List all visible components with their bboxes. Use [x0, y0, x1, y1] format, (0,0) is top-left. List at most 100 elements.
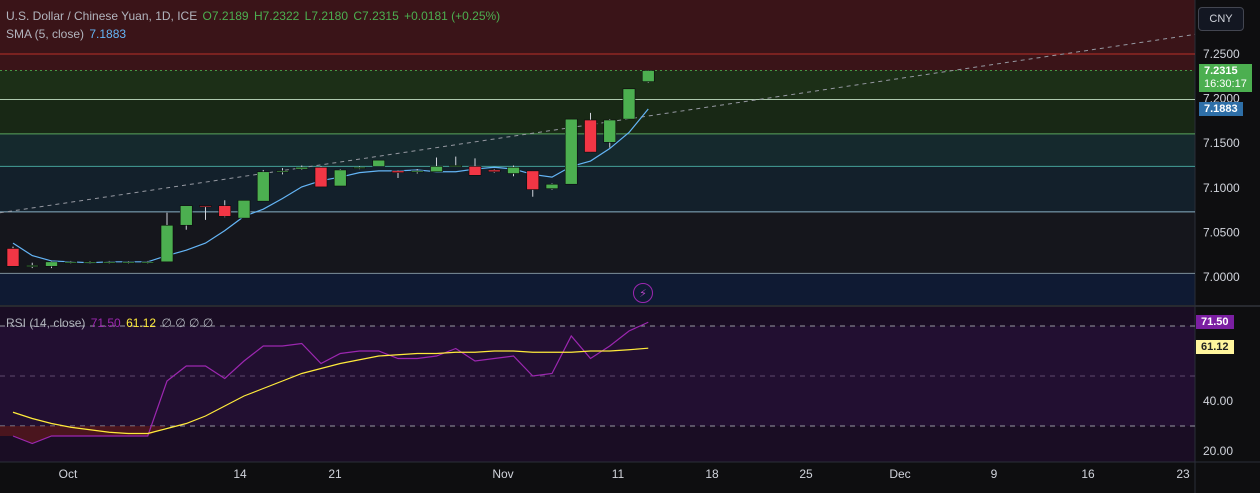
sma-price-tag: 7.1883: [1199, 102, 1243, 116]
symbol-title: U.S. Dollar / Chinese Yuan, 1D, ICE: [6, 9, 198, 23]
fib-zone: [0, 133, 1195, 167]
candle: [160, 212, 174, 263]
candle-body: [333, 169, 347, 187]
fib-zone: [0, 273, 1195, 305]
candle: [545, 183, 559, 190]
candle-body: [603, 119, 617, 143]
candle-body: [314, 166, 328, 188]
sma-value: 7.1883: [89, 27, 127, 41]
rsi-band-fill: [0, 326, 1195, 426]
candle-body: [391, 170, 405, 173]
candle: [391, 169, 405, 178]
candle: [622, 88, 636, 120]
change-value: +0.0181 (+0.25%): [404, 9, 501, 23]
candle: [256, 169, 270, 202]
fib-zone: [0, 54, 1195, 71]
rsi-ma-value-tag: 61.12: [1196, 340, 1234, 354]
low-value: L7.2180: [304, 9, 349, 23]
candle-body: [295, 166, 309, 170]
price-tick-label: 7.0500: [1203, 225, 1240, 239]
candle: [83, 260, 97, 264]
candle-body: [622, 88, 636, 120]
candle-body: [410, 170, 424, 173]
time-tick-label: Dec: [889, 467, 910, 481]
candle-body: [179, 205, 193, 226]
time-tick-label: 14: [233, 467, 247, 481]
candle-body: [430, 166, 443, 173]
candle: [372, 159, 386, 167]
candle-body: [584, 119, 597, 153]
candle: [584, 112, 597, 153]
time-tick-label: 21: [328, 467, 342, 481]
candle: [487, 169, 501, 173]
symbol-legend[interactable]: U.S. Dollar / Chinese Yuan, 1D, ICE O7.2…: [6, 9, 502, 23]
rsi-value-tag: 71.50: [1196, 315, 1234, 329]
rsi-tick-label: 40.00: [1203, 394, 1233, 408]
candle: [430, 157, 443, 173]
candle: [237, 199, 251, 219]
candle-body: [526, 170, 540, 190]
candle: [564, 118, 578, 185]
candle-body: [564, 118, 578, 185]
time-tick-label: 16: [1081, 467, 1095, 481]
open-value: O7.2189: [202, 9, 249, 23]
candle-body: [141, 261, 155, 264]
sma-line: [12, 108, 649, 264]
candle: [276, 168, 289, 175]
candle: [526, 170, 540, 197]
sma-legend[interactable]: SMA (5, close) 7.1883: [6, 27, 128, 41]
rsi-legend[interactable]: RSI (14, close) 71.50 61.12 ∅ ∅ ∅ ∅: [6, 316, 215, 330]
time-tick-label: 18: [705, 467, 719, 481]
close-value: C7.2315: [353, 9, 399, 23]
candle: [179, 205, 193, 230]
candle: [410, 169, 424, 174]
fib-zone: [0, 166, 1195, 212]
candle: [333, 169, 347, 187]
rsi-label: RSI (14, close): [6, 316, 86, 330]
price-tick-label: 7.2500: [1203, 47, 1240, 61]
last-price-value: 7.2315: [1204, 65, 1238, 77]
candle-body: [102, 261, 116, 264]
candle: [218, 200, 232, 218]
candle: [641, 70, 655, 83]
price-tick-label: 7.1500: [1203, 136, 1240, 150]
fib-zone: [0, 0, 1195, 54]
live-bolt-icon[interactable]: ⚡: [633, 283, 653, 303]
candle: [199, 205, 212, 220]
candle-body: [545, 183, 559, 189]
candle-body: [218, 205, 232, 217]
fib-zone: [0, 99, 1195, 134]
candle: [6, 246, 20, 267]
candle: [122, 260, 135, 264]
candle: [449, 156, 463, 168]
candle: [25, 262, 39, 269]
candle-body: [372, 159, 386, 167]
candle: [45, 260, 58, 269]
time-tick-label: Oct: [59, 467, 78, 481]
candle-body: [256, 171, 270, 202]
trend-line: [0, 33, 1196, 214]
candle-body: [449, 165, 463, 168]
price-tick-label: 7.1000: [1203, 181, 1240, 195]
candle-body: [237, 199, 251, 219]
rsi-ma-line: [12, 347, 649, 435]
rsi-line: [12, 321, 649, 445]
candle: [353, 166, 366, 170]
candle-body: [353, 166, 366, 169]
rsi-tick-label: 20.00: [1203, 444, 1233, 458]
countdown-value: 16:30:17: [1204, 78, 1247, 90]
high-value: H7.2322: [253, 9, 300, 23]
candle-body: [641, 70, 655, 82]
time-tick-label: 9: [991, 467, 998, 481]
candle-body: [25, 265, 39, 267]
candle: [468, 158, 482, 176]
candle: [507, 165, 520, 177]
rsi-ma-legend-value: 61.12: [126, 316, 157, 330]
fib-zone: [0, 211, 1195, 274]
candle-body: [45, 261, 58, 267]
time-tick-label: 23: [1176, 467, 1190, 481]
time-tick-label: 25: [799, 467, 813, 481]
currency-button[interactable]: CNY: [1198, 7, 1244, 31]
rsi-legend-value: 71.50: [90, 316, 121, 330]
